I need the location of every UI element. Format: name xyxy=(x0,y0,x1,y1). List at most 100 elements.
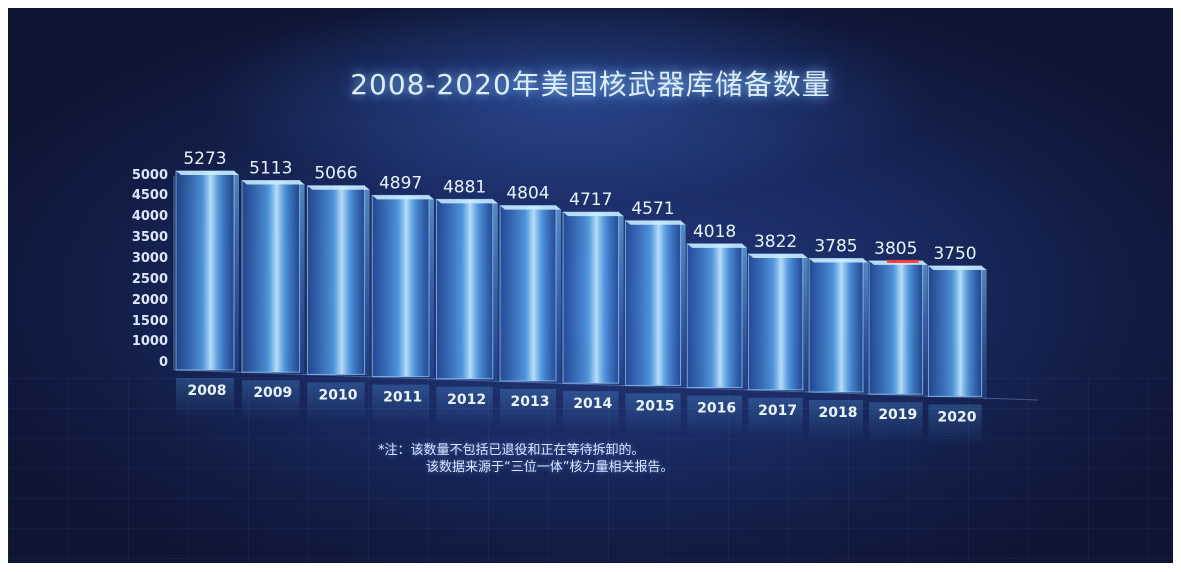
bar-2017 xyxy=(747,253,808,394)
value-label-2010: 5066 xyxy=(314,164,357,184)
value-label-2012: 4881 xyxy=(443,177,486,197)
bar-front xyxy=(241,179,301,373)
x-tick-2009: 2009 xyxy=(253,385,292,401)
bar-front xyxy=(435,198,494,380)
bar-top xyxy=(436,199,498,204)
bar-top xyxy=(809,258,868,263)
bar-2020 xyxy=(927,265,987,401)
bar-chart: 0 1000 1500 2000 2500 3000 3500 4000 4500 5000 52… xyxy=(132,149,1039,445)
bar-2018 xyxy=(808,257,868,396)
x-axis-line xyxy=(173,369,1039,401)
bar-top xyxy=(372,195,434,200)
bar-side xyxy=(364,185,370,379)
bar-front xyxy=(808,257,864,393)
bar-side xyxy=(234,171,239,374)
bar-side xyxy=(618,212,624,388)
x-tick-2013: 2013 xyxy=(511,394,550,410)
bar-2012 xyxy=(435,198,498,383)
bar-top xyxy=(563,212,624,217)
bar-front xyxy=(499,205,557,382)
x-tick-2020: 2020 xyxy=(938,409,977,425)
bar-side xyxy=(863,258,868,396)
bar-reflection xyxy=(176,378,234,418)
bar-reflection xyxy=(748,397,803,438)
bar-front xyxy=(747,253,804,391)
bar-side xyxy=(299,180,305,377)
value-label-2016: 4018 xyxy=(693,222,736,242)
x-tick-2019: 2019 xyxy=(878,407,917,423)
bar-reflection xyxy=(928,404,982,445)
value-labels: 5273 5113 5066 4897 4881 4804 4717 4571 4018 3822… xyxy=(183,149,976,264)
bar-front xyxy=(927,265,983,397)
bar-reflection xyxy=(500,389,556,429)
bar-2019 xyxy=(868,259,928,399)
bar-side xyxy=(556,205,561,385)
bar-reflection xyxy=(869,402,923,443)
bar-side xyxy=(680,220,686,390)
bar-top xyxy=(928,265,987,270)
bar-top xyxy=(625,220,686,225)
y-axis: 0 1000 1500 2000 2500 3000 3500 4000 4500 5000 xyxy=(132,168,175,370)
bar-front xyxy=(175,170,235,371)
bar-top xyxy=(687,243,747,248)
bar-front xyxy=(371,194,430,378)
bar-reflections xyxy=(176,378,982,445)
footnote-line-1: *注：该数量不包括已退役和正在等待拆卸的。 xyxy=(378,443,645,458)
bar-reflection xyxy=(563,391,619,432)
bar-front xyxy=(306,185,366,375)
bar-side xyxy=(429,195,434,381)
y-tick-2000: 2000 xyxy=(132,293,168,308)
y-tick-3500: 3500 xyxy=(132,230,168,245)
bar-reflection xyxy=(436,386,493,427)
bar-highlight-edge xyxy=(887,259,919,263)
x-tick-2017: 2017 xyxy=(758,403,797,419)
bar-reflection xyxy=(625,393,681,434)
footnote-line-2: 该数据来源于“三位一体”核力量相关报告。 xyxy=(426,460,674,475)
x-tick-2016: 2016 xyxy=(697,401,736,417)
bar-front xyxy=(562,211,620,384)
value-label-2017: 3822 xyxy=(754,232,797,252)
x-tick-2012: 2012 xyxy=(447,392,486,408)
bar-2008 xyxy=(175,170,239,374)
bar-reflection xyxy=(372,384,429,425)
bar-top xyxy=(307,185,370,190)
value-label-2013: 4804 xyxy=(506,184,549,204)
bar-side xyxy=(802,254,808,394)
bar-2010 xyxy=(306,185,370,379)
bar-2014 xyxy=(562,211,624,388)
bar-2016 xyxy=(686,243,747,392)
y-tick-0: 0 xyxy=(159,355,168,370)
bar-reflection xyxy=(242,380,300,421)
bar-reflection xyxy=(307,382,365,423)
y-tick-4500: 4500 xyxy=(132,188,168,203)
bar-side xyxy=(981,265,987,401)
y-tick-2500: 2500 xyxy=(132,272,168,287)
bar-2015 xyxy=(624,220,686,390)
value-label-2008: 5273 xyxy=(183,149,226,169)
value-label-2011: 4897 xyxy=(379,173,422,193)
x-tick-2010: 2010 xyxy=(319,387,358,403)
x-tick-2014: 2014 xyxy=(573,396,612,412)
bars xyxy=(175,170,987,401)
x-tick-2011: 2011 xyxy=(383,390,422,406)
bar-front xyxy=(686,243,743,389)
x-axis: 2008 2009 2010 2011 2012 2013 2014 2015 2016 2017… xyxy=(173,369,1039,425)
y-tick-3000: 3000 xyxy=(132,251,168,266)
y-tick-4000: 4000 xyxy=(132,209,168,224)
bar-top xyxy=(176,171,239,175)
value-label-2015: 4571 xyxy=(631,199,674,219)
bar-front xyxy=(624,220,682,386)
bar-top xyxy=(242,180,305,185)
bar-top xyxy=(500,205,561,210)
x-tick-2015: 2015 xyxy=(636,398,675,414)
y-tick-1500: 1500 xyxy=(132,314,168,329)
bar-2013 xyxy=(499,205,561,385)
footnote: *注：该数量不包括已退役和正在等待拆卸的。 该数据来源于“三位一体”核力量相关报… xyxy=(378,442,878,476)
value-label-2009: 5113 xyxy=(249,158,292,178)
bar-reflection xyxy=(687,395,742,436)
y-tick-5000: 5000 xyxy=(132,168,168,183)
x-tick-2018: 2018 xyxy=(819,405,858,421)
value-label-2014: 4717 xyxy=(569,190,612,210)
value-label-2019: 3805 xyxy=(874,239,917,259)
bar-front xyxy=(868,260,924,395)
